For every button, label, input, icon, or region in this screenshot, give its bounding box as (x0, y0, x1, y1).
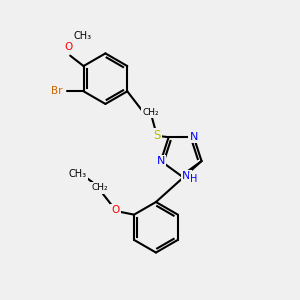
Text: CH₃: CH₃ (74, 31, 92, 41)
Text: CH₂: CH₂ (92, 183, 108, 192)
Text: N: N (190, 132, 198, 142)
Text: S: S (153, 129, 161, 142)
Text: N: N (157, 156, 165, 166)
Text: H: H (190, 174, 197, 184)
Text: O: O (64, 42, 73, 52)
Text: O: O (112, 205, 120, 215)
Text: Br: Br (51, 86, 62, 96)
Text: CH₃: CH₃ (68, 169, 87, 178)
Text: CH₂: CH₂ (142, 108, 159, 117)
Text: N: N (182, 171, 191, 181)
